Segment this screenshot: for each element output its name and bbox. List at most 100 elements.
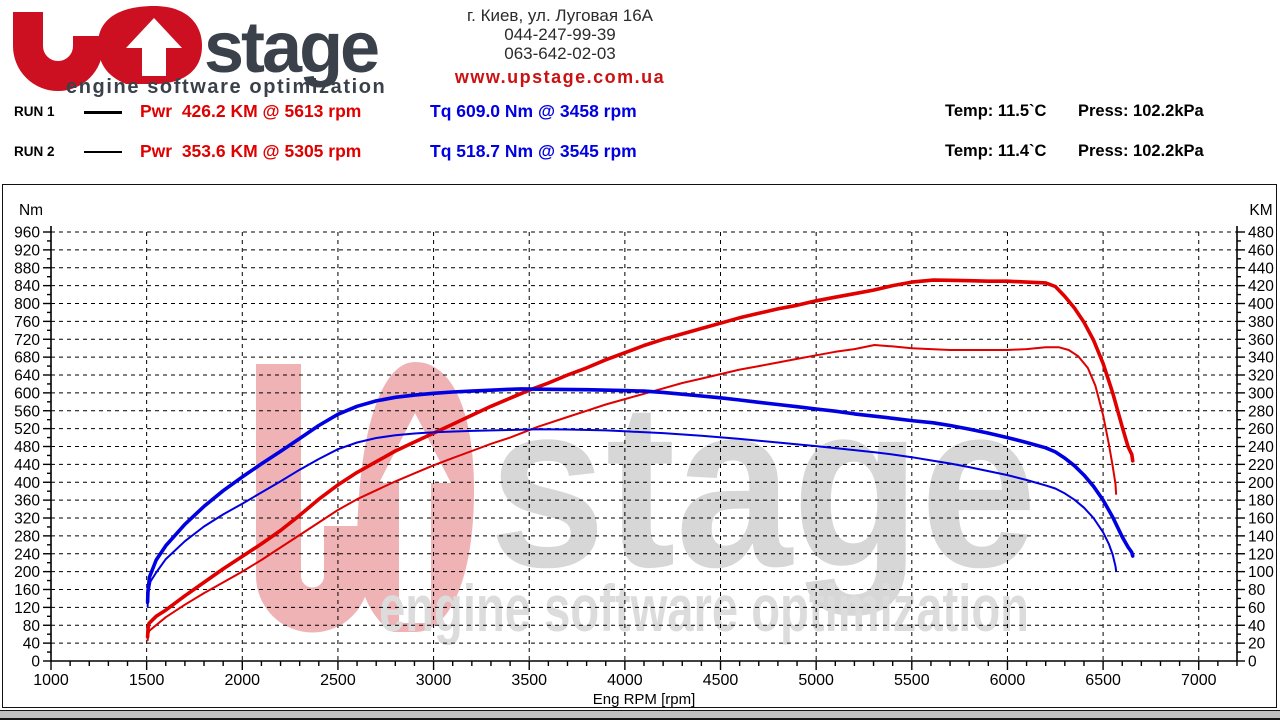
y-right-tick-label: 180 — [1248, 493, 1274, 510]
contact-phone-1: 044-247-99-39 — [504, 25, 616, 44]
window-bottom-bar — [0, 710, 1280, 719]
y-right-tick-label: 280 — [1248, 403, 1274, 420]
y-right-tick-label: 340 — [1248, 350, 1274, 367]
x-tick-label: 5500 — [894, 672, 930, 689]
y-right-tick-label: 400 — [1248, 296, 1274, 313]
y-right-tick-label: 40 — [1248, 618, 1266, 635]
y-left-tick-label: 240 — [14, 546, 40, 563]
x-tick-label: 4500 — [703, 672, 739, 689]
curve-run-1-torque — [145, 387, 1135, 604]
run1-torque-readout: Tq 609.0 Nm @ 3458 rpm — [430, 101, 637, 121]
curve-run-2-torque — [146, 428, 1118, 608]
run1-temperature: Temp: 11.5`C — [945, 102, 1047, 120]
y-left-tick-label: 360 — [14, 493, 40, 510]
curve-run-2-power — [146, 344, 1118, 642]
x-tick-label: 2000 — [224, 672, 260, 689]
y-left-tick-label: 40 — [23, 636, 41, 653]
y-left-tick-label: 520 — [14, 421, 40, 438]
contact-block: г. Киев, ул. Луговая 16А 044-247-99-39 0… — [420, 6, 700, 88]
curve-run-1-power — [145, 278, 1135, 639]
y-left-tick-label: 480 — [14, 439, 40, 456]
y-left-tick-label: 560 — [14, 403, 40, 420]
upstage-logo: stage engine software optimization — [12, 6, 386, 98]
y-left-tick-label: 800 — [14, 296, 40, 313]
x-tick-label: 6500 — [1085, 672, 1121, 689]
y-right-tick-label: 480 — [1248, 225, 1274, 242]
y-right-tick-label: 100 — [1248, 564, 1274, 581]
dyno-chart-frame: stage engine software optimization 0 40 80 12… — [2, 184, 1277, 708]
y-left-tick-label: 840 — [14, 278, 40, 295]
y-right-axis-unit: KM — [1249, 202, 1272, 219]
run2-torque-readout: Tq 518.7 Nm @ 3545 rpm — [430, 141, 637, 161]
y-left-tick-label: 0 — [31, 654, 40, 671]
y-right-tick-label: 160 — [1248, 511, 1274, 528]
y-left-tick-label: 80 — [23, 618, 41, 635]
run2-label: RUN 2 — [14, 144, 55, 159]
x-tick-label: 2500 — [320, 672, 356, 689]
y-right-tick-label: 260 — [1248, 421, 1274, 438]
run1-row: RUN 1 Pwr 426.2 KM @ 5613 rpm Tq 609.0 N… — [0, 101, 1280, 123]
x-tick-label: 4000 — [607, 672, 643, 689]
x-axis-title: Eng RPM [rpm] — [593, 691, 696, 707]
run1-pressure: Press: 102.2kPa — [1078, 102, 1204, 120]
run2-pressure: Press: 102.2kPa — [1078, 142, 1204, 160]
y-right-tick-label: 80 — [1248, 582, 1266, 599]
y-left-tick-label: 160 — [14, 582, 40, 599]
run2-row: RUN 2 Pwr 353.6 KM @ 5305 rpm Tq 518.7 N… — [0, 141, 1280, 163]
y-left-tick-label: 200 — [14, 564, 40, 581]
x-tick-label: 3000 — [416, 672, 452, 689]
y-right-tick-label: 460 — [1248, 242, 1274, 259]
y-left-axis-unit: Nm — [19, 202, 43, 219]
y-axis-right: 0204060801001201401601802002202402602803… — [1237, 202, 1274, 671]
y-left-tick-label: 440 — [14, 457, 40, 474]
y-left-tick-label: 760 — [14, 314, 40, 331]
logo-tagline: engine software optimization — [66, 76, 386, 98]
watermark-tagline: engine software optimization — [379, 571, 1029, 645]
y-left-tick-label: 120 — [14, 600, 40, 617]
y-right-tick-label: 420 — [1248, 278, 1274, 295]
y-left-tick-label: 600 — [14, 385, 40, 402]
watermark-u-shape — [256, 364, 369, 633]
y-left-tick-label: 880 — [14, 260, 40, 277]
y-left-tick-label: 400 — [14, 475, 40, 492]
logo-up-arrow-icon — [126, 18, 182, 76]
y-right-tick-label: 20 — [1248, 636, 1266, 653]
y-right-tick-label: 380 — [1248, 314, 1274, 331]
y-right-tick-label: 0 — [1248, 654, 1257, 671]
y-left-tick-label: 920 — [14, 242, 40, 259]
y-right-tick-label: 240 — [1248, 439, 1274, 456]
y-left-tick-label: 640 — [14, 368, 40, 385]
y-right-tick-label: 200 — [1248, 475, 1274, 492]
run2-power-readout: Pwr 353.6 KM @ 5305 rpm — [140, 141, 362, 161]
run1-label: RUN 1 — [14, 104, 55, 119]
y-left-tick-label: 680 — [14, 350, 40, 367]
y-right-tick-label: 320 — [1248, 368, 1274, 385]
y-right-tick-label: 120 — [1248, 546, 1274, 563]
x-axis: 1000 1500 2000 2500 3000 3500 4000 4500 5000 5500… — [33, 661, 1238, 707]
y-right-tick-label: 440 — [1248, 260, 1274, 277]
y-left-tick-label: 960 — [14, 225, 40, 242]
run2-temperature: Temp: 11.4`C — [945, 142, 1047, 160]
y-left-tick-label: 320 — [14, 511, 40, 528]
contact-website-link[interactable]: www.upstage.com.ua — [454, 67, 666, 87]
run2-line-sample — [84, 151, 122, 153]
x-tick-label: 1500 — [129, 672, 165, 689]
x-tick-label: 6000 — [990, 672, 1026, 689]
x-tick-label: 7000 — [1181, 672, 1217, 689]
contact-address: г. Киев, ул. Луговая 16А — [467, 6, 653, 25]
y-right-tick-label: 300 — [1248, 385, 1274, 402]
x-tick-label: 3500 — [511, 672, 547, 689]
watermark-wordmark: stage — [489, 353, 1037, 616]
y-left-tick-label: 280 — [14, 528, 40, 545]
x-tick-label: 5000 — [798, 672, 834, 689]
series-curves — [145, 278, 1135, 642]
grid-lines — [51, 231, 1237, 661]
y-right-tick-label: 60 — [1248, 600, 1266, 617]
contact-phone-2: 063-642-02-03 — [504, 44, 616, 63]
logo-u-shape — [12, 12, 103, 91]
y-axis-left: 0408012016020024028032036040044048052056… — [14, 202, 51, 671]
logo-wordmark: stage — [204, 8, 378, 88]
run1-line-sample — [84, 111, 122, 114]
